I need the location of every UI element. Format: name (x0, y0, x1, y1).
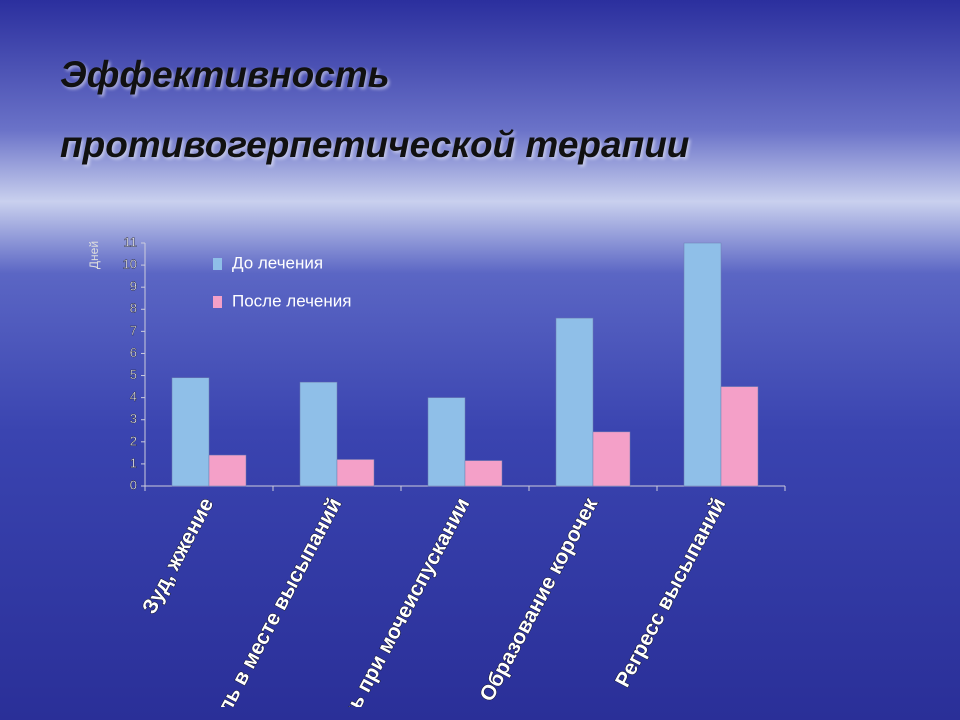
x-tick-label: Боль в месте высыпаний (200, 494, 346, 720)
bar (427, 397, 466, 487)
bar (171, 377, 210, 487)
y-tick-label: 8 (130, 301, 137, 316)
x-tick-label: Образование корочек (476, 494, 603, 705)
slide-title: Эффективность противогерпетической терап… (60, 54, 690, 165)
bar (683, 242, 722, 487)
y-axis-label: Дней (87, 241, 101, 269)
y-tick-label: 3 (130, 411, 137, 426)
bar (592, 431, 631, 487)
y-tick-label: 11 (124, 234, 138, 249)
legend-swatch (213, 258, 222, 270)
bar (720, 386, 759, 487)
y-tick-label: 2 (130, 433, 137, 448)
y-tick-label: 6 (130, 345, 137, 360)
y-tick-label: 4 (130, 389, 137, 404)
x-tick-label: Боль при мочеиспускании (324, 494, 474, 720)
y-tick-label: 10 (123, 257, 137, 272)
legend-label: До лечения (232, 253, 323, 272)
x-tick-label: Регресс высыпаний (611, 494, 730, 691)
y-tick-label: 1 (130, 455, 137, 470)
y-tick-label: 7 (130, 323, 137, 338)
bar (299, 381, 338, 487)
y-tick-label: 9 (130, 279, 137, 294)
legend-label: После лечения (232, 291, 351, 310)
y-tick-label: 5 (130, 367, 137, 382)
y-tick-label: 0 (130, 477, 137, 492)
x-tick-label: Зуд, жжение (138, 494, 218, 618)
bar (336, 459, 375, 487)
legend-swatch (213, 296, 222, 308)
bar (208, 454, 247, 487)
bar (555, 317, 594, 487)
bar (464, 460, 503, 487)
